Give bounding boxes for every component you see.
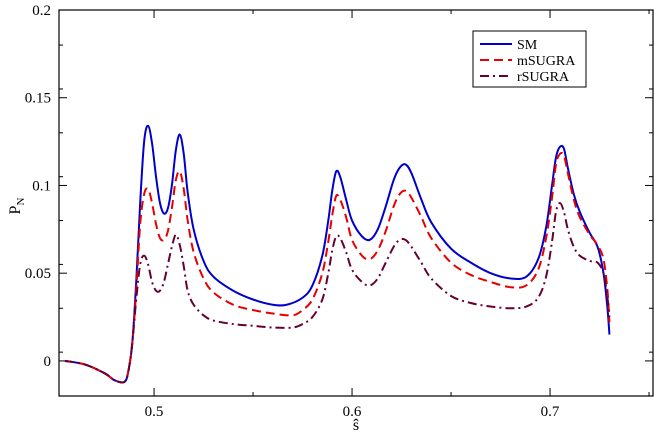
legend-label-sm: SM — [517, 38, 538, 53]
plot-frame — [58, 9, 654, 397]
x-axis-label: ŝ — [353, 417, 359, 434]
legend: SM mSUGRA rSUGRA — [472, 30, 587, 88]
y-tick-label: 0 — [44, 354, 52, 370]
legend-box — [472, 30, 587, 88]
y-tick-label: 0.2 — [32, 3, 51, 19]
y-axis-label-sub: N — [15, 198, 27, 206]
y-tick-label: 0.1 — [32, 178, 51, 194]
series-line-msugra — [64, 151, 611, 384]
series-lines — [64, 124, 611, 384]
y-axis-label: PN — [7, 198, 27, 215]
series-line-sm — [64, 124, 611, 384]
x-tick-label: 0.5 — [145, 404, 164, 420]
series-line-rsugra — [64, 202, 611, 384]
legend-label-msugra: mSUGRA — [517, 54, 576, 69]
y-tick-label: 0.05 — [25, 266, 51, 282]
x-tick-label: 0.7 — [541, 404, 560, 420]
y-axis-label-main: P — [7, 205, 24, 214]
x-tick-label: 0.6 — [343, 404, 362, 420]
axis-ticks: 0 0.05 0.1 0.15 0.2 0.5 0.6 0.7 — [25, 3, 653, 420]
y-tick-label: 0.15 — [25, 91, 51, 107]
legend-label-rsugra: rSUGRA — [517, 70, 570, 85]
